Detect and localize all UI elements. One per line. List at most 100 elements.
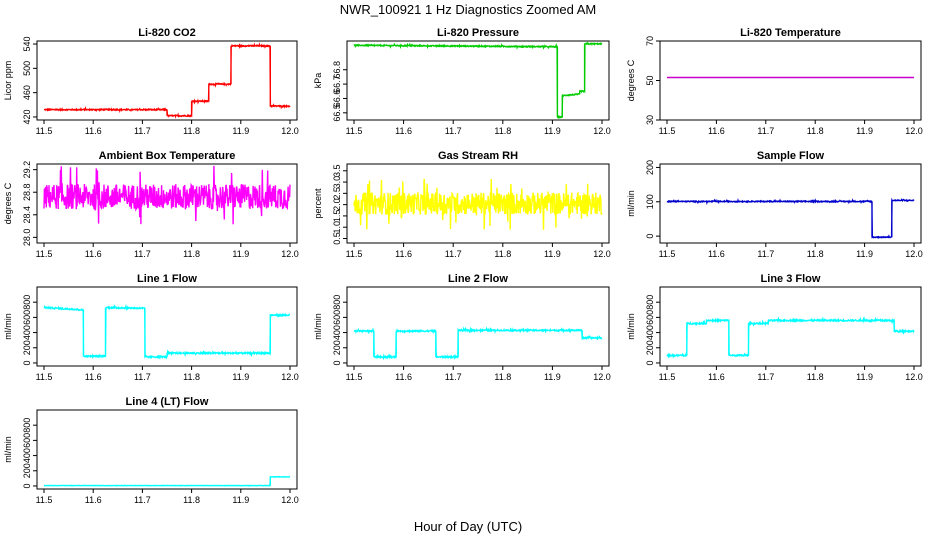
x-tick-label: 11.5 [659,372,676,382]
y-tick-label: 29.2 [22,161,32,179]
x-tick-label: 12.0 [905,249,923,259]
y-tick-label: 3.0 [332,176,342,189]
x-tick-label: 11.9 [232,126,249,136]
y-axis-label: ml/min [313,313,323,340]
y-tick-label: 66.7 [332,75,342,93]
x-tick-label: 12.0 [281,495,299,505]
panel-7: Line 2 Flow 11.5 11.6 11.7 11.8 11.9 12.0 0 2004… [313,273,611,382]
x-tick-label: 11.9 [232,249,249,259]
x-tick-label: 11.8 [183,495,200,505]
y-axis-label: Licor ppm [3,61,13,101]
x-tick-label: 11.7 [757,372,774,382]
x-tick-label: 11.6 [708,249,725,259]
y-tick-label: 400 [332,325,342,340]
panel-title: Li-820 Temperature [740,27,841,39]
x-tick-label: 11.5 [346,249,363,259]
x-tick-label: 11.5 [36,372,53,382]
x-tick-label: 11.6 [85,495,102,505]
x-tick-label: 11.8 [494,249,511,259]
x-tick-label: 11.8 [494,372,511,382]
y-tick-label: 460 [22,85,32,100]
series-line [353,326,603,361]
y-axis-label: kPa [313,73,323,89]
series-group [353,178,603,230]
series-group [353,326,603,361]
x-tick-label: 11.6 [395,126,412,136]
series-group [44,42,291,119]
x-tick-label: 11.7 [134,249,151,259]
x-tick-label: 12.0 [905,372,923,382]
x-tick-label: 11.5 [346,372,363,382]
x-tick-label: 11.6 [708,372,725,382]
series-line [44,42,291,119]
x-tick-label: 11.7 [757,126,774,136]
y-tick-label: 600 [332,310,342,325]
panel-4: Gas Stream RH 11.5 11.6 11.7 11.8 11.9 12.0 0.5… [313,150,611,259]
plot-frame [346,163,610,244]
y-axis-label: percent [313,188,323,219]
y-tick-label: 1.0 [332,221,342,234]
x-tick-label: 12.0 [593,249,611,259]
y-tick-label: 600 [22,310,32,325]
x-tick-label: 11.9 [856,126,873,136]
series-group [44,475,291,487]
x-tick-label: 11.5 [346,126,363,136]
y-axis-label: degrees C [3,182,13,224]
panel-8: Line 3 Flow 11.5 11.6 11.7 11.8 11.9 12.0 0 2004… [626,273,923,382]
y-tick-label: 200 [332,340,342,355]
x-tick-label: 11.6 [708,126,725,136]
x-tick-label: 11.5 [36,249,53,259]
x-tick-label: 11.5 [659,249,676,259]
y-tick-label: 0 [332,360,342,365]
x-tick-label: 12.0 [905,126,923,136]
y-axis-label: ml/min [626,313,636,340]
x-tick-label: 11.6 [85,372,102,382]
series-group [43,303,291,360]
x-tick-label: 11.9 [544,126,561,136]
panel-3: Ambient Box Temperature 11.5 11.6 11.7 11.8 1… [3,150,299,259]
y-tick-label: 600 [645,310,655,325]
series-group [666,197,915,239]
series-group [666,316,915,359]
y-tick-label: 400 [22,325,32,340]
plot-frame [659,163,922,244]
y-tick-label: 100 [645,194,655,209]
y-tick-label: 400 [645,325,655,340]
panel-title: Line 1 Flow [137,273,197,285]
y-tick-label: 800 [332,295,342,310]
y-tick-label: 800 [22,418,32,433]
x-tick-label: 11.5 [36,495,53,505]
series-group [43,165,291,225]
y-tick-label: 200 [22,340,32,355]
series-line [43,303,291,360]
figure-title: NWR_100921 1 Hz Diagnostics Zoomed AM [340,2,597,17]
x-tick-label: 11.9 [544,249,561,259]
plot-frame [36,163,298,244]
y-tick-label: 3.5 [332,165,342,178]
panel-title: Sample Flow [757,150,825,162]
x-tick-label: 12.0 [281,126,299,136]
x-tick-label: 11.7 [134,372,151,382]
panel-title: Li-820 Pressure [437,27,519,39]
panel-5: Sample Flow 11.5 11.6 11.7 11.8 11.9 12.0 0 100 2… [626,150,923,259]
panel-title: Gas Stream RH [438,150,518,162]
x-tick-label: 11.8 [494,126,511,136]
series-line [43,165,291,225]
y-tick-label: 400 [22,448,32,463]
y-tick-label: 70 [645,36,655,46]
plot-frame [36,409,298,490]
y-tick-label: 30 [645,115,655,125]
y-axis-label: ml/min [3,313,13,340]
plot-frame [346,40,610,121]
y-tick-label: 540 [22,37,32,52]
x-tick-label: 11.9 [856,249,873,259]
y-axis-label: ml/min [626,190,636,217]
x-tick-label: 11.9 [232,495,249,505]
y-tick-label: 50 [645,75,655,85]
x-tick-label: 11.8 [183,372,200,382]
y-tick-label: 0.5 [332,232,342,245]
x-tick-label: 11.7 [757,249,774,259]
y-tick-label: 28.0 [22,229,32,247]
y-tick-label: 66.8 [332,61,342,79]
y-tick-label: 0 [22,483,32,488]
